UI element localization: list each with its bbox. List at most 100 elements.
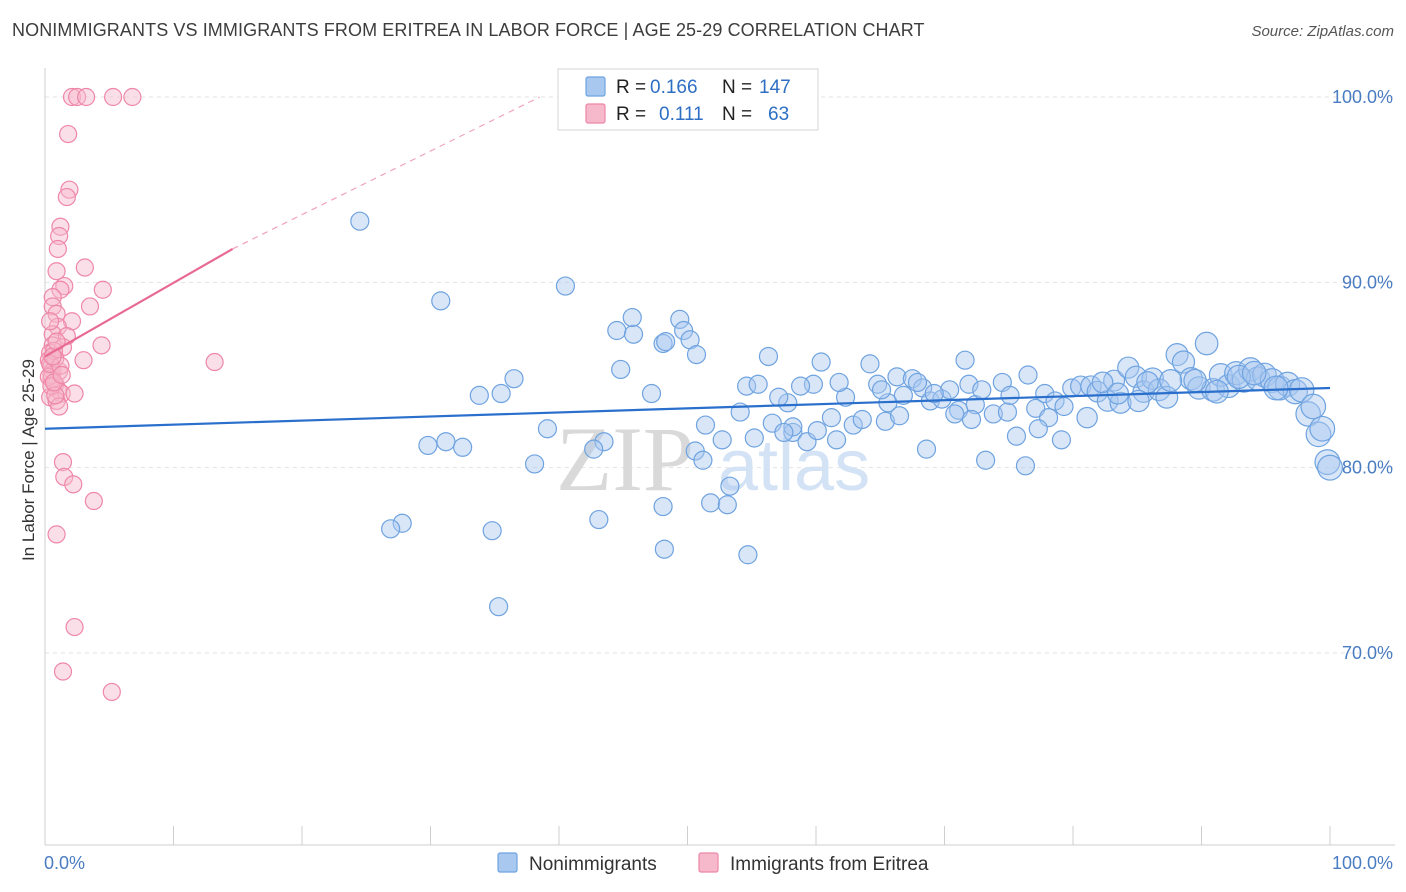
eritrea-point <box>44 373 64 392</box>
nonimmigrant-point <box>871 380 892 400</box>
nonimmigrant-point <box>758 346 779 367</box>
nonimmigrant-point <box>1124 365 1148 389</box>
y-tick-label: 100.0% <box>1332 87 1393 107</box>
legend-r-value-2: 0.111 <box>659 104 704 125</box>
nonimmigrant-point <box>594 432 614 452</box>
nonimmigrant-point <box>811 352 831 372</box>
nonimmigrant-point <box>778 393 798 413</box>
nonimmigrant-point <box>656 332 676 352</box>
nonimmigrant-point <box>641 383 662 404</box>
nonimmigrant-point <box>1006 426 1027 446</box>
eritrea-point <box>65 617 84 637</box>
nonimmigrant-point <box>607 320 627 341</box>
nonimmigrant-point <box>997 402 1018 422</box>
nonimmigrant-point <box>783 417 803 437</box>
nonimmigrant-point <box>1179 367 1203 391</box>
eritrea-point <box>53 662 73 681</box>
legend-eritrea-label: Immigrants from Eritrea <box>730 854 929 875</box>
eritrea-point <box>64 475 83 494</box>
nonimmigrant-point <box>1026 398 1046 418</box>
nonimmigrant-point <box>1054 396 1074 417</box>
nonimmigrant-point <box>887 367 907 387</box>
nonimmigrant-point <box>712 430 732 450</box>
nonimmigrant-point <box>350 211 370 231</box>
eritrea-point <box>62 87 82 107</box>
legend-r-label-2: R = <box>616 104 646 125</box>
y-axis-label: In Labor Force | Age 25-29 <box>19 359 38 561</box>
nonimmigrant-point <box>1183 368 1207 393</box>
chart-title: NONIMMIGRANTS VS IMMIGRANTS FROM ERITREA… <box>12 20 925 40</box>
nonimmigrant-point <box>653 496 673 517</box>
eritrea-point <box>59 124 78 144</box>
nonimmigrant-point <box>701 493 721 513</box>
nonimmigrant-point <box>852 409 872 430</box>
eritrea-point <box>51 217 70 236</box>
trend-line-nonimmigrants <box>44 386 1331 430</box>
eritrea-point <box>53 453 73 472</box>
y-tick-labels: 70.0% 80.0% 90.0% 100.0% <box>1332 87 1393 663</box>
eritrea-point <box>47 525 66 544</box>
nonimmigrant-point <box>744 428 764 448</box>
trend-lines <box>44 96 1331 430</box>
nonimmigrant-point <box>524 454 545 474</box>
eritrea-point <box>74 351 93 370</box>
nonimmigrant-point <box>907 372 928 393</box>
legend-eritrea-swatch <box>698 852 719 873</box>
nonimmigrant-point <box>555 276 576 296</box>
nonimmigrant-point <box>1018 365 1038 385</box>
eritrea-point <box>51 356 70 375</box>
legend-r-label-1: R = <box>616 77 646 98</box>
eritrea-point <box>52 365 71 385</box>
nonimmigrant-point <box>1127 389 1150 413</box>
nonimmigrant-point <box>381 519 401 539</box>
x-tick-label-min: 0.0% <box>44 853 85 873</box>
nonimmigrant-point <box>1028 419 1048 439</box>
eritrea-point <box>84 491 103 511</box>
legend-n-value-1: 147 <box>759 77 791 98</box>
eritrea-point <box>50 226 69 246</box>
nonimmigrant-point <box>889 406 910 426</box>
legend-swatch-blue <box>585 76 606 97</box>
nonimmigrant-point <box>821 408 842 428</box>
y-tick-label: 90.0% <box>1342 272 1393 292</box>
nonimmigrant-point <box>807 421 827 441</box>
eritrea-point <box>205 352 224 372</box>
eritrea-point <box>123 87 142 107</box>
eritrea-point <box>57 187 76 207</box>
nonimmigrant-point <box>1309 415 1336 442</box>
nonimmigrant-point <box>1165 343 1189 367</box>
nonimmigrant-point <box>976 450 996 470</box>
nonimmigrant-point <box>1117 356 1140 379</box>
nonimmigrant-point <box>431 291 451 311</box>
nonimmigrant-point <box>1226 364 1251 390</box>
eritrea-point <box>60 180 79 199</box>
nonimmigrant-point <box>584 439 604 459</box>
nonimmigrant-point <box>1194 331 1219 356</box>
nonimmigrant-point <box>489 597 509 617</box>
nonimmigrant-point <box>392 513 412 533</box>
nonimmigrant-point <box>826 430 847 450</box>
nonimmigrant-point <box>504 369 524 389</box>
nonimmigrant-point <box>1109 391 1132 414</box>
watermark-atlas: atlas <box>718 426 870 506</box>
nonimmigrant-point <box>693 450 713 470</box>
nonimmigrant-point <box>916 439 937 459</box>
nonimmigrant-point <box>1000 385 1020 405</box>
nonimmigrant-point <box>436 432 456 452</box>
nonimmigrant-point <box>1159 369 1183 393</box>
axes <box>44 68 1395 846</box>
nonimmigrant-point <box>1103 369 1126 392</box>
eritrea-point <box>48 239 67 259</box>
nonimmigrant-point <box>674 320 694 341</box>
legend-nonimmigrants-label: Nonimmigrants <box>529 854 657 875</box>
eritrea-point <box>43 347 62 366</box>
series-nonimmigrants <box>350 211 1343 617</box>
y-tick-label: 70.0% <box>1342 643 1393 663</box>
nonimmigrant-point <box>1316 454 1343 481</box>
nonimmigrant-point <box>843 415 863 435</box>
series-eritrea <box>39 87 224 702</box>
series-legend: Nonimmigrants Immigrants from Eritrea <box>497 852 929 875</box>
x-tick-label-max: 100.0% <box>1332 853 1393 873</box>
eritrea-point <box>104 87 123 107</box>
nonimmigrant-point <box>654 539 674 559</box>
